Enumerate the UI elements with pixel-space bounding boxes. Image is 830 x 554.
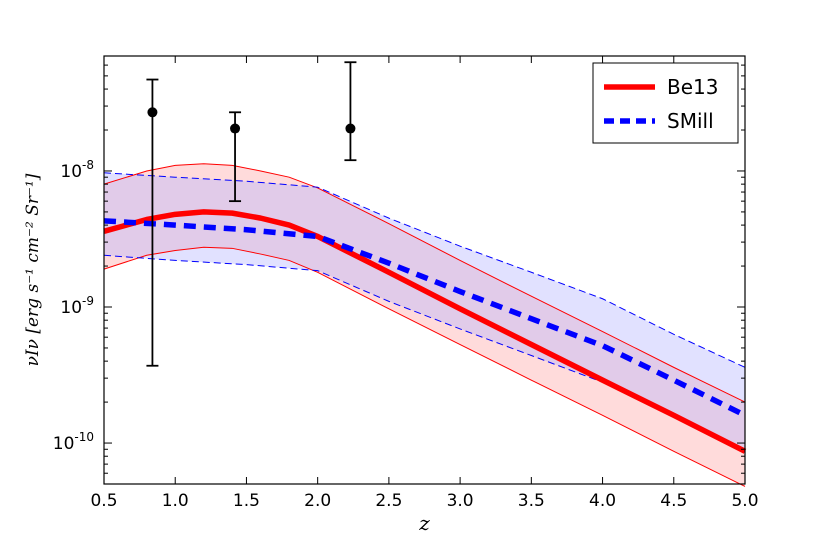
y-tick-base: 10 [60, 298, 82, 318]
marker [345, 123, 356, 134]
x-tick-label: 0.5 [90, 491, 117, 511]
x-tick-label: 1.5 [233, 491, 260, 511]
band-be13 [104, 163, 745, 487]
legend-box [592, 62, 739, 144]
band-smill [104, 172, 745, 450]
x-axis-ticks: 0.5 1.0 1.5 2.0 2.5 3.0 3.5 4.0 4.5 5.0 [90, 56, 759, 511]
x-tick-label: 1.0 [162, 491, 189, 511]
data-point-1 [146, 78, 159, 367]
x-tick-label: 2.5 [375, 491, 402, 511]
confidence-bands [104, 163, 745, 487]
data-point-3 [344, 61, 357, 162]
band-upper-smill [103, 172, 746, 368]
legend: Be13 SMill [592, 62, 739, 144]
y-tick-base: 10 [60, 162, 82, 182]
x-tick-label: 5.0 [731, 491, 758, 511]
y-tick-exponent: -10 [74, 430, 94, 444]
x-axis-label: z [418, 511, 430, 535]
line-be13 [103, 209, 747, 454]
band-upper-be13 [103, 163, 746, 403]
y-tick-base: 10 [53, 434, 75, 454]
x-tick-label: 4.5 [660, 491, 687, 511]
data-point-2 [229, 111, 242, 203]
x-tick-label: 3.0 [447, 491, 474, 511]
line-smill [103, 218, 747, 418]
x-tick-label: 3.5 [518, 491, 545, 511]
legend-label-be13: Be13 [667, 75, 718, 99]
marker [147, 107, 158, 118]
y-tick-label: 10-8 [60, 158, 94, 182]
y-tick-label: 10-10 [53, 430, 94, 454]
band-lower-be13 [103, 246, 746, 487]
plot-frame [103, 55, 746, 485]
y-tick-exponent: -9 [82, 294, 94, 308]
band-edges [103, 163, 746, 487]
marker [230, 123, 241, 134]
data-points [146, 61, 357, 367]
series-lines [103, 209, 747, 454]
y-tick-exponent: -8 [82, 158, 94, 172]
x-tick-label: 4.0 [589, 491, 616, 511]
legend-label-smill: SMill [667, 109, 714, 133]
y-axis-label: νIν [erg s⁻¹ cm⁻² Sr⁻¹] [23, 173, 43, 366]
x-tick-label: 2.0 [304, 491, 331, 511]
y-tick-label: 10-9 [60, 294, 94, 318]
